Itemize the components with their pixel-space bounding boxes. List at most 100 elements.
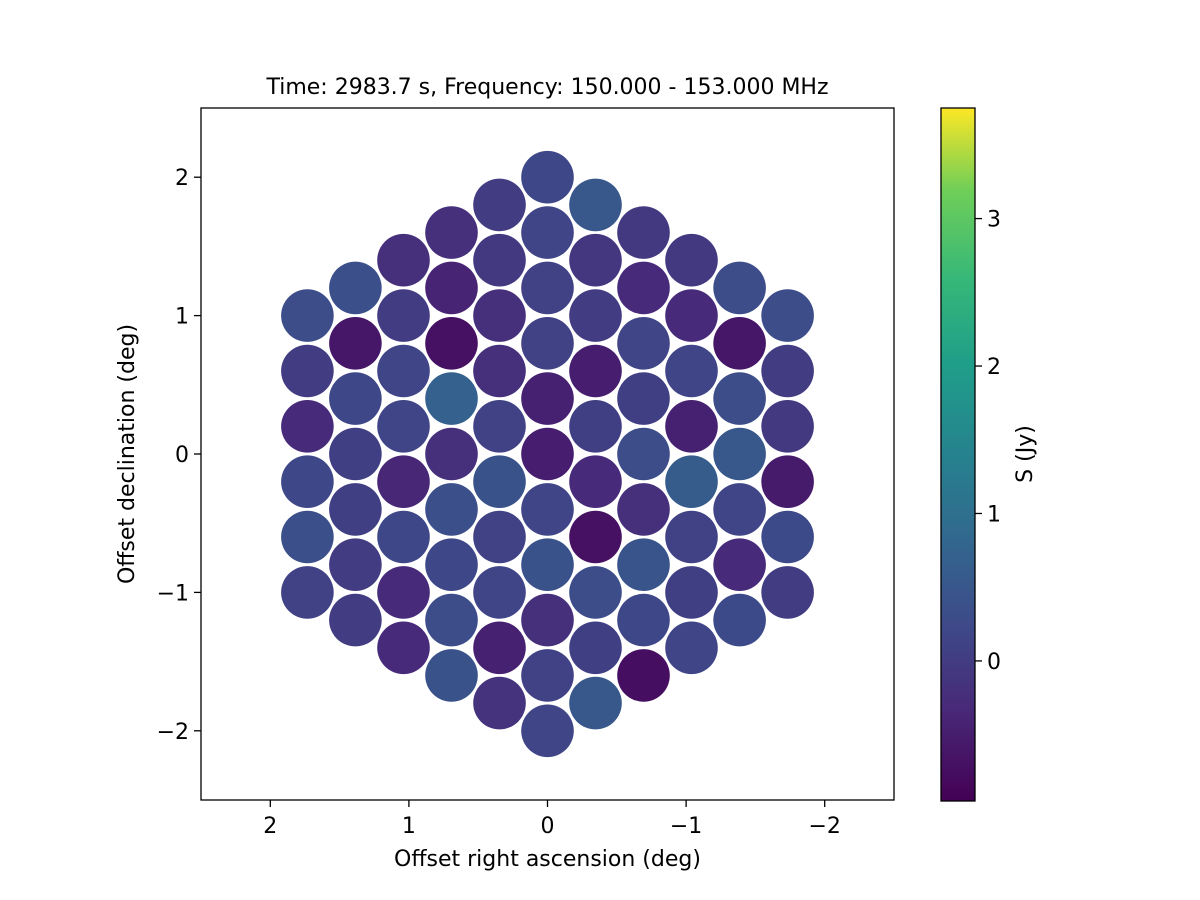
beam-circle [377, 233, 430, 287]
colorbar-label: S (Jy) [1013, 425, 1038, 483]
colorbar-tick-label: 2 [987, 355, 1001, 380]
beam-circle [713, 427, 766, 481]
beam-circle [617, 538, 670, 591]
chart-title: Time: 2983.7 s, Frequency: 150.000 - 153… [265, 75, 828, 100]
beam-circle [617, 483, 670, 536]
beam-circle [761, 344, 814, 398]
y-tick-label: −1 [157, 581, 189, 606]
beam-circle [329, 372, 382, 425]
beam-circle [617, 261, 670, 315]
beam-circle [617, 593, 670, 647]
beam-circle [473, 566, 526, 619]
beam-circle [425, 372, 478, 425]
beam-circle [281, 566, 334, 619]
colorbar-tick-label: 1 [987, 502, 1001, 527]
beam-circle [521, 206, 574, 259]
beam-circle [665, 621, 718, 675]
beam-circle [425, 317, 478, 370]
beam-circle [713, 261, 766, 315]
beam-circle [473, 510, 526, 564]
colorbar-tick-label: 3 [987, 208, 1001, 233]
beam-circle [569, 289, 622, 342]
beam-circle [425, 649, 478, 702]
beam-circle [569, 400, 622, 453]
beam-circle [617, 649, 670, 702]
y-tick-label: −2 [157, 720, 189, 745]
beam-circle [521, 261, 574, 315]
beam-circle [665, 566, 718, 619]
beam-circle [473, 289, 526, 342]
beam-circle [329, 427, 382, 481]
beam-circle [665, 233, 718, 287]
beam-circle [377, 344, 430, 398]
beam-circle [569, 510, 622, 564]
y-axis-ticks: 2 1 0 −1 −2 [157, 166, 201, 745]
beam-circle [713, 538, 766, 591]
beam-circle [521, 649, 574, 702]
beam-circle [665, 510, 718, 564]
colorbar [940, 107, 976, 802]
y-axis-label: Offset declination (deg) [115, 324, 140, 584]
beam-circle [425, 593, 478, 647]
colorbar-ticks: 0 1 2 3 [975, 208, 1001, 675]
beam-circle [281, 400, 334, 453]
beam-circle [521, 427, 574, 481]
beam-circle [665, 289, 718, 342]
beam-circle [617, 427, 670, 481]
beam-circle [569, 621, 622, 675]
x-tick-label: 0 [541, 814, 555, 839]
beam-circle [569, 455, 622, 509]
beam-circle [377, 455, 430, 509]
beam-circle [521, 704, 574, 758]
beam-circle [473, 400, 526, 453]
x-axis-ticks: 2 1 0 −1 −2 [263, 800, 841, 839]
x-tick-label: 2 [263, 814, 277, 839]
beam-circle [377, 400, 430, 453]
beam-circle [569, 233, 622, 287]
beam-circle [617, 317, 670, 370]
beam-circle [521, 593, 574, 647]
beam-circle [713, 483, 766, 536]
beam-circle [761, 566, 814, 619]
beam-circle [425, 483, 478, 536]
beam-circle [329, 593, 382, 647]
beam-circle [377, 510, 430, 564]
beam-circle [569, 566, 622, 619]
x-tick-label: −2 [808, 814, 840, 839]
beam-circle [521, 150, 574, 204]
beam-circle [473, 455, 526, 509]
beam-circle [329, 483, 382, 536]
beam-circle [473, 344, 526, 398]
beam-circle [281, 455, 334, 509]
beam-circle [569, 178, 622, 232]
beam-circle [281, 344, 334, 398]
beam-circle [329, 317, 382, 370]
beam-circle [425, 206, 478, 259]
beam-circle [761, 510, 814, 564]
y-tick-label: 1 [175, 305, 189, 330]
beam-circle [377, 289, 430, 342]
beam-circle [521, 317, 574, 370]
beam-circle [569, 344, 622, 398]
beam-circle [665, 455, 718, 509]
beam-circle [425, 261, 478, 315]
beam-circle [473, 621, 526, 675]
beam-circle [521, 538, 574, 591]
beam-circle [617, 372, 670, 425]
beam-circle [377, 566, 430, 619]
beam-circle [281, 510, 334, 564]
x-tick-label: −1 [670, 814, 702, 839]
y-tick-label: 0 [175, 443, 189, 468]
beam-circle [473, 178, 526, 232]
beam-circle [665, 344, 718, 398]
beams-layer [281, 150, 814, 758]
beam-circle [761, 400, 814, 453]
beam-circle [377, 621, 430, 675]
beam-circle [329, 538, 382, 591]
beam-circle [569, 676, 622, 730]
beam-circle [713, 593, 766, 647]
beam-circle [761, 289, 814, 342]
beam-circle [329, 261, 382, 315]
beam-circle [473, 676, 526, 730]
